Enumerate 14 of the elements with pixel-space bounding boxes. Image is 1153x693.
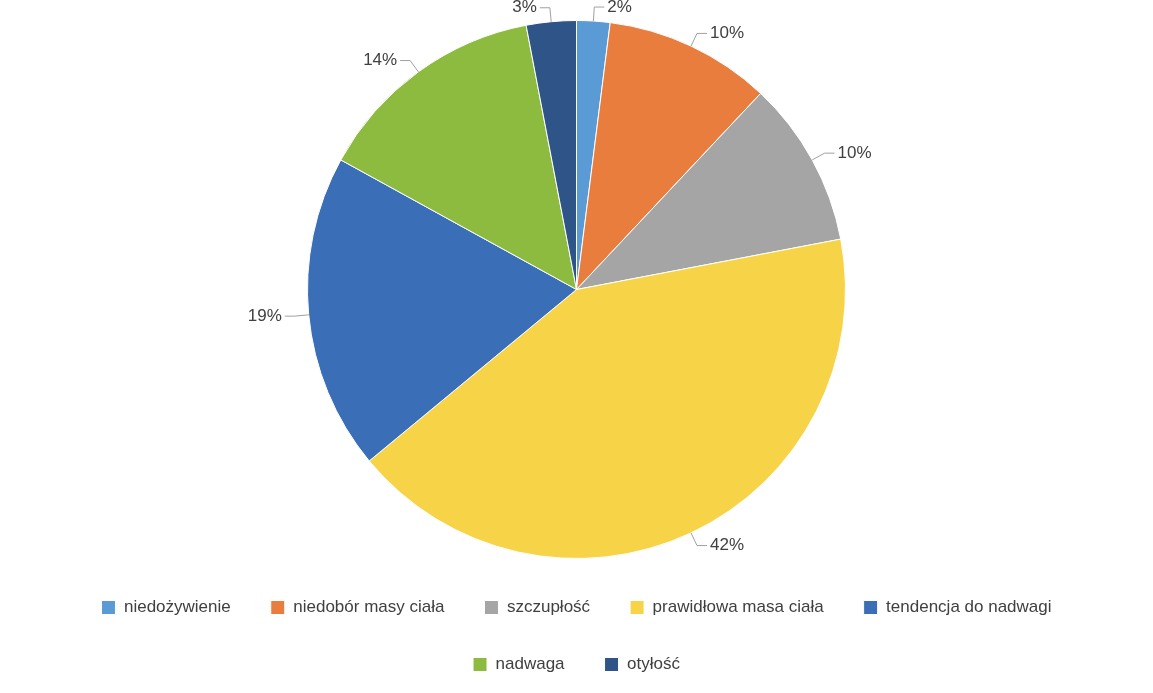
legend-label: tendencja do nadwagi xyxy=(886,597,1052,617)
data-label: 2% xyxy=(607,0,632,16)
legend-label: otyłość xyxy=(627,654,681,674)
data-label: 14% xyxy=(363,50,398,70)
legend-label: szczupłość xyxy=(506,597,591,617)
data-label: 3% xyxy=(512,0,537,17)
data-label: 10% xyxy=(837,142,872,162)
data-label: 42% xyxy=(710,535,745,555)
data-label: 10% xyxy=(710,23,745,43)
legend-label: nadwaga xyxy=(495,654,566,674)
data-label: 19% xyxy=(247,305,282,325)
legend-label: niedobór masy ciała xyxy=(293,597,445,617)
legend-label: prawidłowa masa ciała xyxy=(652,597,825,617)
legend-label: niedożywienie xyxy=(123,597,231,617)
